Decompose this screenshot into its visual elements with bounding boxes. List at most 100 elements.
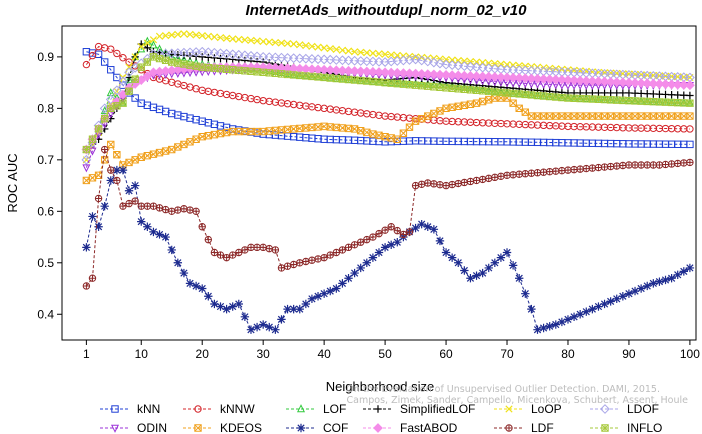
point-cof: [124, 186, 134, 195]
point-fastabod: [617, 77, 628, 88]
point-knn: [161, 107, 170, 116]
point-inflo: [521, 90, 530, 99]
point-cof: [575, 310, 585, 319]
point-cof: [295, 304, 304, 314]
point-inflo: [137, 63, 145, 71]
point-fastabod: [563, 75, 573, 85]
point-ldf: [485, 174, 493, 182]
point-cof: [643, 281, 652, 291]
point-cof: [600, 299, 609, 309]
point-inflo: [485, 87, 493, 96]
point-inflo: [674, 98, 682, 107]
point-loop: [448, 56, 456, 64]
point-ldf: [326, 251, 334, 259]
point-ldf: [667, 160, 676, 168]
point-loop: [174, 30, 182, 38]
point-cof: [429, 225, 439, 234]
point-cof: [667, 274, 676, 283]
point-inflo: [113, 102, 121, 110]
point-ldof: [215, 48, 226, 59]
point-loop: [411, 53, 420, 61]
point-inflo: [326, 74, 334, 82]
point-fastabod: [611, 77, 622, 88]
point-ldf: [411, 181, 420, 190]
point-kdeos: [180, 140, 188, 149]
point-ldf: [545, 168, 554, 176]
x-tick-label: 60: [439, 347, 453, 361]
point-inflo: [533, 91, 542, 100]
point-cof: [319, 289, 329, 298]
point-ldf: [533, 169, 542, 177]
point-ldf: [521, 170, 530, 178]
point-loop: [216, 33, 225, 42]
point-fastabod: [654, 79, 665, 89]
point-ldof: [264, 52, 275, 63]
legend-marker-lof: [296, 404, 306, 413]
point-loop: [302, 41, 310, 50]
x-tick-label: 30: [256, 347, 270, 361]
point-cof: [533, 325, 542, 334]
legend-item-lof: LOF: [286, 402, 346, 416]
point-cof: [460, 266, 469, 275]
point-cof: [380, 243, 390, 252]
point-cof: [271, 325, 280, 334]
point-fastabod: [410, 68, 421, 79]
point-loop: [326, 45, 334, 53]
point-fastabod: [520, 73, 531, 84]
point-ldf: [235, 248, 243, 257]
point-knn: [100, 58, 109, 66]
point-ldf: [302, 257, 310, 266]
point-ldf: [381, 226, 389, 234]
point-loop: [338, 46, 347, 54]
point-inflo: [168, 58, 176, 66]
point-fastabod: [514, 73, 525, 83]
point-fastabod: [447, 70, 458, 81]
point-ldf: [119, 202, 127, 210]
point-fastabod: [526, 73, 537, 84]
point-knn: [168, 109, 176, 118]
point-loop: [381, 50, 389, 58]
point-lof: [149, 40, 158, 49]
point-ldf: [619, 161, 627, 170]
point-inflo: [320, 73, 328, 82]
point-kdeos: [393, 135, 401, 143]
point-ldf: [161, 205, 170, 214]
point-fastabod: [550, 74, 561, 85]
point-cof: [198, 284, 207, 293]
point-kdeos: [661, 112, 670, 120]
point-inflo: [119, 99, 127, 107]
point-cof: [618, 292, 628, 301]
point-fastabod: [678, 80, 689, 90]
x-tick-label: 90: [622, 347, 636, 361]
point-inflo: [509, 89, 517, 98]
series-layer: [81, 30, 695, 334]
point-loop: [363, 49, 371, 57]
point-loop: [497, 60, 505, 68]
point-ldof: [428, 57, 439, 68]
point-cof: [283, 304, 292, 314]
point-inflo: [259, 68, 267, 77]
point-kdeos: [204, 131, 213, 140]
point-loop: [479, 58, 487, 67]
point-ldf: [674, 159, 682, 168]
point-kdeos: [107, 140, 115, 149]
point-inflo: [235, 66, 243, 74]
point-ldf: [210, 248, 219, 257]
point-ldf: [357, 238, 365, 246]
point-kdeos: [113, 150, 121, 159]
point-inflo: [600, 95, 609, 104]
point-loop: [460, 57, 468, 65]
legend-label: LDOF: [627, 402, 659, 416]
point-cof: [307, 294, 317, 304]
point-inflo: [680, 99, 688, 107]
point-cof: [563, 315, 573, 324]
point-inflo: [491, 88, 499, 96]
point-inflo: [125, 87, 133, 95]
point-cof: [673, 270, 682, 279]
point-ldf: [387, 223, 395, 231]
point-inflo: [430, 83, 438, 91]
point-ldf: [503, 171, 511, 179]
point-knnw: [686, 125, 694, 133]
point-inflo: [655, 98, 664, 106]
point-cof: [338, 279, 347, 288]
